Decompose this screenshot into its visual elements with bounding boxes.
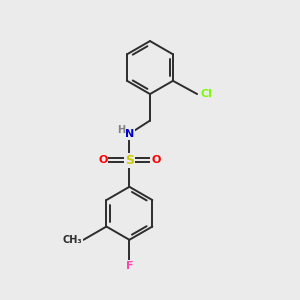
Text: F: F [126,261,133,271]
Text: N: N [125,129,134,139]
Text: S: S [125,154,134,167]
Text: H: H [117,125,125,135]
Text: CH₃: CH₃ [62,235,82,245]
Text: O: O [151,155,160,165]
Text: O: O [98,155,108,165]
Text: Cl: Cl [200,89,212,99]
